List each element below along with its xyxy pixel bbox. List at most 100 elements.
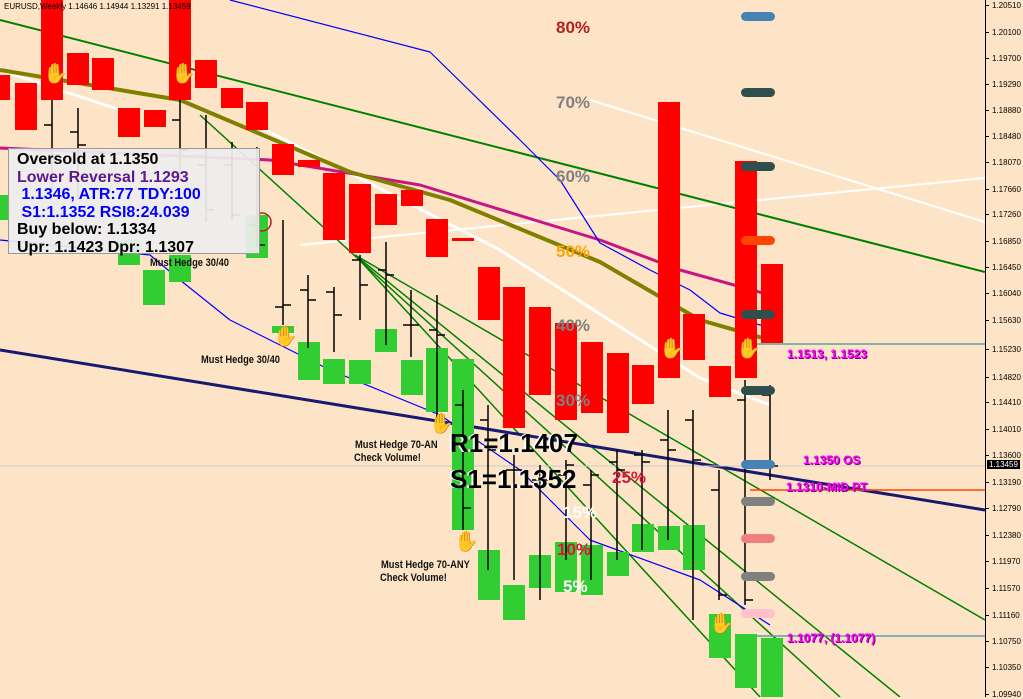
price-tick: 1.10350 — [986, 663, 1021, 672]
oversold-level-label: 1.1350 OS — [803, 453, 861, 467]
bearish-candle — [169, 0, 191, 100]
hand-stop-icon: ✋ — [171, 61, 196, 85]
level-marker — [741, 572, 775, 581]
level-80-label: 80% — [556, 18, 591, 37]
bearish-candle — [426, 219, 448, 257]
green-channel-line — [354, 254, 901, 697]
info-box: Oversold at 1.1350 Lower Reversal 1.1293… — [8, 148, 260, 256]
hand-stop-icon: ✋ — [273, 324, 298, 348]
level-10-label: 10% — [557, 540, 592, 559]
hand-stop-icon: ✋ — [736, 336, 761, 360]
bullish-candle — [761, 638, 783, 697]
level-25-label: 25% — [612, 468, 647, 487]
bearish-candle — [735, 161, 757, 378]
bearish-candle — [221, 88, 243, 108]
price-tick: 1.18880 — [986, 106, 1021, 115]
level-marker — [741, 386, 775, 395]
bearish-candle — [298, 160, 320, 167]
lower-level-label: 1.1077, (1.1077) — [787, 631, 876, 645]
bearish-candle — [195, 60, 217, 88]
price-tick: 1.13190 — [986, 478, 1021, 487]
chart-title: EURUSD,Weekly 1.14646 1.14944 1.13291 1.… — [4, 2, 191, 11]
bullish-candle — [349, 360, 371, 384]
hedge-note-top: Must Hedge 30/40 — [150, 257, 229, 269]
oversold-text: Oversold at 1.1350 — [17, 151, 159, 168]
bearish-candle — [658, 102, 680, 378]
r1-label: R1=1.1407 — [450, 428, 578, 458]
green-trend-line — [0, 19, 985, 273]
price-tick: 1.17660 — [986, 185, 1021, 194]
price-chart[interactable]: ✋ ✋ ✋ ✋ ✋ ✋ ✋ ✋ — [0, 0, 985, 697]
bearish-candle — [323, 173, 345, 240]
level-marker — [741, 534, 775, 543]
price-tick: 1.09940 — [986, 690, 1021, 699]
bearish-candle — [0, 75, 10, 100]
bullish-candle — [683, 525, 705, 570]
price-tick: 1.12380 — [986, 531, 1021, 540]
bullish-candle — [735, 634, 757, 688]
current-price-label: 1.13459 — [987, 460, 1020, 469]
blue-ma-line — [229, 0, 771, 329]
hand-stop-icon: ✋ — [659, 336, 684, 360]
bullish-candle — [143, 270, 165, 305]
bearish-candle — [632, 365, 654, 404]
bearish-candle — [761, 264, 783, 343]
bearish-candle — [683, 314, 705, 360]
bullish-candle — [607, 552, 629, 576]
price-tick: 1.16450 — [986, 263, 1021, 272]
bullish-candle — [298, 342, 320, 380]
price-axis[interactable]: 1.09940 1.10350 1.10750 1.11160 1.11570 1.119… — [985, 0, 1023, 699]
upper-level-label: 1.1513, 1.1523 — [787, 347, 868, 361]
bearish-candle — [67, 53, 89, 85]
bearish-candle — [375, 194, 397, 225]
level-marker — [741, 460, 775, 469]
s1-label: S1=1.1352 — [450, 464, 577, 494]
bearish-candle — [349, 184, 371, 253]
bullish-candle — [169, 255, 191, 282]
price-tick: 1.20510 — [986, 1, 1021, 10]
price-tick: 1.20100 — [986, 28, 1021, 37]
level-marker — [741, 88, 775, 97]
white-trend-line — [299, 177, 985, 246]
level-70-label: 70% — [556, 93, 591, 112]
level-marker — [741, 12, 775, 21]
level-50-label: 50% — [556, 242, 591, 261]
price-tick: 1.18070 — [986, 158, 1021, 167]
bullish-candle — [0, 195, 10, 220]
price-tick: 1.16850 — [986, 237, 1021, 246]
hedge-note-70-a: Must Hedge 70-AN — [355, 439, 438, 451]
blue-band-line — [0, 239, 771, 626]
bearish-candle — [607, 353, 629, 433]
price-tick: 1.13600 — [986, 451, 1021, 460]
level-marker — [741, 236, 775, 245]
price-tick: 1.14010 — [986, 425, 1021, 434]
price-tick: 1.19290 — [986, 80, 1021, 89]
bullish-candle — [478, 550, 500, 600]
bullish-candle — [709, 614, 731, 658]
atr-text: 1.1346, ATR:77 TDY:100 — [17, 186, 201, 203]
bearish-candle — [503, 287, 525, 428]
level-5-label: 5% — [563, 577, 588, 596]
bearish-candle — [555, 323, 577, 420]
check-volume-a: Check Volume! — [354, 452, 421, 464]
level-60-label: 60% — [556, 167, 591, 186]
level-30-label: 30% — [556, 391, 591, 410]
buy-below-text: Buy below: 1.1334 — [17, 221, 156, 238]
bearish-candle — [118, 108, 140, 137]
hand-stop-icon: ✋ — [43, 61, 68, 85]
white-curve-line — [249, 120, 771, 407]
price-tick: 1.14410 — [986, 398, 1021, 407]
price-tick: 1.15630 — [986, 316, 1021, 325]
bearish-candle — [92, 58, 114, 90]
check-volume-b: Check Volume! — [380, 572, 447, 584]
price-tick: 1.14820 — [986, 373, 1021, 382]
bearish-candle — [452, 238, 474, 241]
level-15-label: 15% — [563, 503, 598, 522]
bearish-candle — [581, 342, 603, 413]
bearish-candle — [272, 144, 294, 175]
bearish-candle — [478, 267, 500, 320]
bullish-candle — [555, 542, 577, 592]
price-tick: 1.11970 — [986, 557, 1020, 566]
hedge-note-3040: Must Hedge 30/40 — [201, 354, 280, 366]
bullish-candle — [401, 360, 423, 395]
